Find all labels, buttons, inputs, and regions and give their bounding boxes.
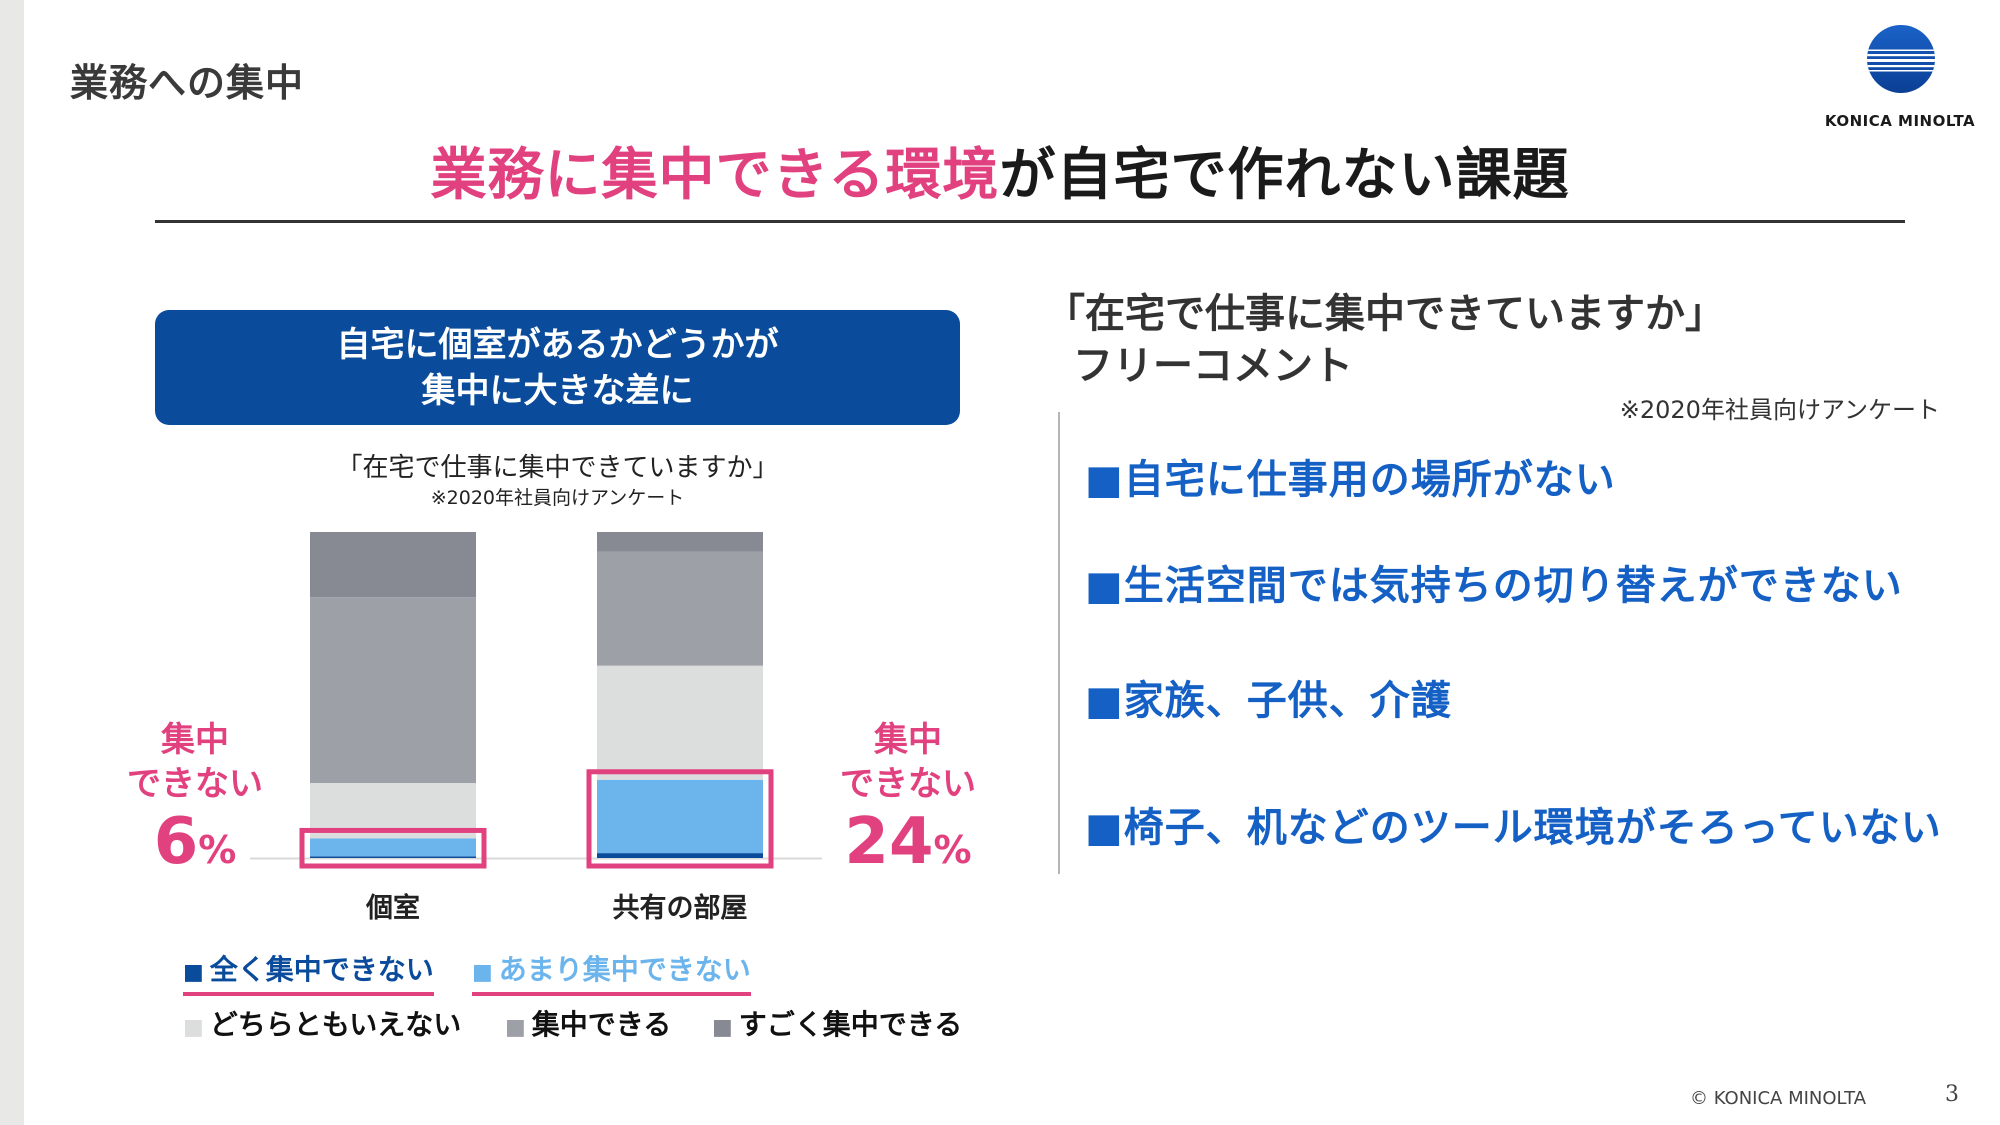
legend-label: どちらともいえない xyxy=(209,1008,462,1041)
comments-title-line2: フリーコメント xyxy=(1073,343,1353,389)
highlight-box xyxy=(299,827,487,869)
bar-segment xyxy=(310,532,476,598)
comment-item: ■家族、子供、介護 xyxy=(1085,678,1452,724)
legend-swatch: ■ xyxy=(505,1015,526,1040)
logo-wordmark: KONICA MINOLTA xyxy=(1824,112,1976,130)
callout-left-number: 6 xyxy=(153,805,199,879)
bar-segment xyxy=(310,838,476,857)
legend-item-not-much: ■ あまり集中できない xyxy=(472,948,751,996)
page-title-rest: が自宅で作れない課題 xyxy=(999,143,1570,208)
bar-segment xyxy=(597,853,763,858)
callout-right-line2: できない xyxy=(840,764,976,804)
page-number: 3 xyxy=(1945,1082,1959,1107)
legend-swatch: ■ xyxy=(183,1015,204,1040)
copyright-footer: © KONICA MINOLTA xyxy=(1690,1088,1867,1109)
title-divider xyxy=(155,220,1905,223)
callout-right-value: 24% xyxy=(808,806,1008,886)
vertical-divider xyxy=(1058,412,1060,874)
banner-line-2: 集中に大きな差に xyxy=(421,370,694,411)
legend-label: すごく集中できる xyxy=(738,1008,963,1041)
comments-title: 「在宅で仕事に集中できていますか」 フリーコメント xyxy=(1045,288,1725,392)
category-label-private-room: 個室 xyxy=(366,893,420,924)
legend-item-neutral: ■ どちらともいえない xyxy=(183,1003,461,1043)
legend-item-can-focus: ■ 集中できる xyxy=(505,1003,671,1043)
comments-title-line1: 「在宅で仕事に集中できていますか」 xyxy=(1045,291,1725,337)
callout-right-number: 24 xyxy=(844,805,934,879)
legend-swatch: ■ xyxy=(712,1015,733,1040)
key-finding-banner: 自宅に個室があるかどうかが 集中に大きな差に xyxy=(155,310,960,425)
legend-label: あまり集中できない xyxy=(498,953,751,986)
chart-question: 「在宅で仕事に集中できていますか」 xyxy=(336,453,779,483)
comment-item: ■自宅に仕事用の場所がない xyxy=(1085,457,1616,503)
company-logo: KONICA MINOLTA xyxy=(1810,18,1990,130)
section-label: 業務への集中 xyxy=(70,61,305,105)
legend-item-focus-very-well: ■ すごく集中できる xyxy=(712,1003,962,1043)
chart-survey-note: ※2020年社員向けアンケート xyxy=(430,487,685,509)
bar-segment xyxy=(597,779,763,854)
legend-swatch: ■ xyxy=(472,960,493,985)
callout-left-line1: 集中 xyxy=(161,720,229,760)
callout-right-line1: 集中 xyxy=(874,720,942,760)
legend-swatch: ■ xyxy=(183,960,204,985)
bar-segment xyxy=(597,665,763,780)
callout-left-line2: できない xyxy=(127,764,263,804)
callout-right: 集中 できない 24% xyxy=(808,718,1008,886)
comment-item: ■椅子、机などのツール環境がそろっていない xyxy=(1085,805,1942,851)
comment-item: ■生活空間では気持ちの切り替えができない xyxy=(1085,563,1903,609)
banner-line-1: 自宅に個室があるかどうかが xyxy=(336,324,779,365)
legend-label: 集中できる xyxy=(531,1008,672,1041)
bar-segment xyxy=(310,597,476,784)
bar-segment xyxy=(597,551,763,666)
callout-right-unit: % xyxy=(933,828,972,872)
bar-segment xyxy=(310,783,476,839)
legend-item-not-at-all: ■ 全く集中できない xyxy=(183,948,434,996)
highlight-box xyxy=(586,769,774,869)
bar-segment xyxy=(310,856,476,858)
globe-logo-icon xyxy=(1867,25,1935,93)
category-label-shared-room: 共有の部屋 xyxy=(612,893,748,924)
page-title: 業務に集中できる環境が自宅で作れない課題 xyxy=(0,130,2000,211)
callout-left-unit: % xyxy=(198,828,237,872)
comments-survey-note: ※2020年社員向けアンケート xyxy=(1619,396,1940,424)
page-title-highlight: 業務に集中できる環境 xyxy=(430,143,1000,208)
legend-label: 全く集中できない xyxy=(209,953,434,986)
callout-left: 集中 できない 6% xyxy=(95,718,295,886)
bar-segment xyxy=(597,532,763,552)
left-edge-stripe xyxy=(0,0,24,1125)
callout-left-value: 6% xyxy=(95,806,295,886)
